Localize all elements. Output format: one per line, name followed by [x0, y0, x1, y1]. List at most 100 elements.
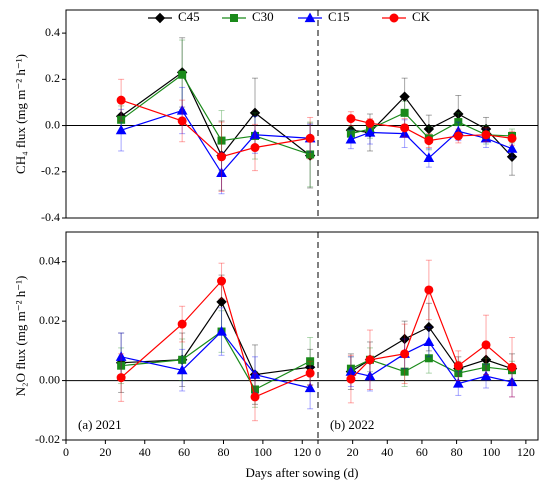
- marker: [452, 378, 464, 388]
- y-tick-label: -0.4: [41, 210, 60, 224]
- marker: [115, 124, 127, 135]
- y-axis-label: N₂O flux (mg m⁻² h⁻¹): [13, 276, 28, 397]
- marker: [400, 349, 410, 359]
- x-tick-label: 20: [99, 445, 111, 459]
- marker: [230, 14, 238, 22]
- legend-label: CK: [412, 9, 431, 24]
- marker: [117, 361, 126, 370]
- series-line: [120, 279, 311, 398]
- marker: [249, 107, 261, 119]
- marker: [249, 129, 261, 139]
- marker: [115, 351, 127, 361]
- legend-label: C30: [252, 9, 274, 24]
- marker: [424, 136, 434, 146]
- x-tick-label: 60: [178, 445, 190, 459]
- marker: [216, 326, 227, 336]
- legend-label: C15: [328, 9, 350, 24]
- marker: [507, 133, 517, 143]
- marker: [506, 151, 518, 162]
- marker: [346, 114, 356, 124]
- panel-annotation: (b) 2022: [330, 417, 374, 432]
- marker: [177, 116, 187, 126]
- legend-label: C45: [178, 9, 200, 24]
- top-frame: [65, 9, 539, 219]
- marker: [304, 382, 316, 393]
- y-tick-label: 0.00: [39, 372, 60, 386]
- x-tick-label: 80: [218, 445, 230, 459]
- marker: [249, 369, 261, 379]
- marker: [304, 12, 316, 23]
- marker: [116, 373, 126, 383]
- marker: [424, 354, 433, 363]
- series-line: [120, 99, 311, 158]
- x-tick-label: 120: [293, 445, 311, 459]
- marker: [400, 367, 409, 376]
- x-tick-label: 0: [315, 445, 321, 459]
- marker: [481, 340, 491, 350]
- marker: [364, 370, 376, 381]
- x-tick-label: 60: [416, 445, 428, 459]
- marker: [480, 370, 492, 381]
- marker: [399, 128, 410, 138]
- marker: [216, 296, 227, 308]
- marker: [423, 123, 435, 135]
- x-tick-label: 40: [381, 445, 393, 459]
- marker: [217, 152, 227, 162]
- y-tick-label: 0.4: [45, 25, 60, 39]
- y-tick-label: -0.02: [35, 432, 60, 446]
- marker: [364, 126, 376, 137]
- marker: [453, 361, 463, 371]
- x-tick-label: 100: [482, 445, 500, 459]
- marker: [305, 368, 315, 378]
- marker: [506, 376, 518, 387]
- x-axis-label: Days after sowing (d): [246, 465, 359, 480]
- marker: [400, 123, 410, 133]
- marker: [306, 357, 315, 366]
- marker: [216, 167, 227, 178]
- marker: [178, 355, 187, 364]
- marker: [423, 321, 435, 333]
- marker: [117, 115, 126, 124]
- marker: [305, 133, 315, 143]
- x-tick-label: 40: [139, 445, 151, 459]
- series-line: [121, 300, 311, 376]
- y-tick-label: 0.04: [39, 253, 60, 267]
- marker: [423, 336, 435, 347]
- marker: [176, 364, 188, 375]
- marker: [217, 276, 227, 286]
- series-line: [120, 330, 311, 389]
- marker: [389, 13, 399, 23]
- marker: [250, 392, 260, 402]
- marker: [345, 133, 357, 144]
- marker: [217, 136, 226, 145]
- marker: [250, 143, 260, 153]
- marker: [176, 105, 188, 115]
- x-tick-label: 120: [517, 445, 535, 459]
- marker: [507, 362, 517, 372]
- x-tick-label: 80: [451, 445, 463, 459]
- bottom-frame: [65, 231, 539, 441]
- panel-annotation: (a) 2021: [78, 417, 122, 432]
- marker: [178, 70, 187, 79]
- marker: [453, 131, 463, 141]
- y-tick-label: -0.2: [41, 164, 60, 178]
- marker: [365, 118, 375, 128]
- y-tick-label: 0.2: [45, 71, 60, 85]
- marker: [306, 150, 315, 159]
- marker: [399, 333, 410, 345]
- x-tick-label: 100: [254, 445, 272, 459]
- marker: [454, 118, 463, 127]
- x-tick-label: 20: [347, 445, 359, 459]
- marker: [423, 152, 435, 163]
- marker: [116, 95, 126, 105]
- y-axis-label: CH₄ flux (mg m⁻² h⁻¹): [13, 54, 28, 174]
- marker: [424, 285, 434, 295]
- marker: [506, 143, 518, 153]
- marker: [177, 319, 187, 329]
- x-tick-label: 0: [63, 445, 69, 459]
- y-tick-label: 0.0: [45, 117, 60, 131]
- marker: [154, 12, 166, 24]
- marker: [400, 108, 409, 117]
- marker: [481, 130, 491, 140]
